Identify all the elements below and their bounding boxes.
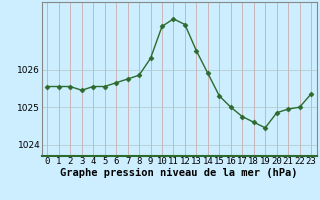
X-axis label: Graphe pression niveau de la mer (hPa): Graphe pression niveau de la mer (hPa) bbox=[60, 168, 298, 178]
